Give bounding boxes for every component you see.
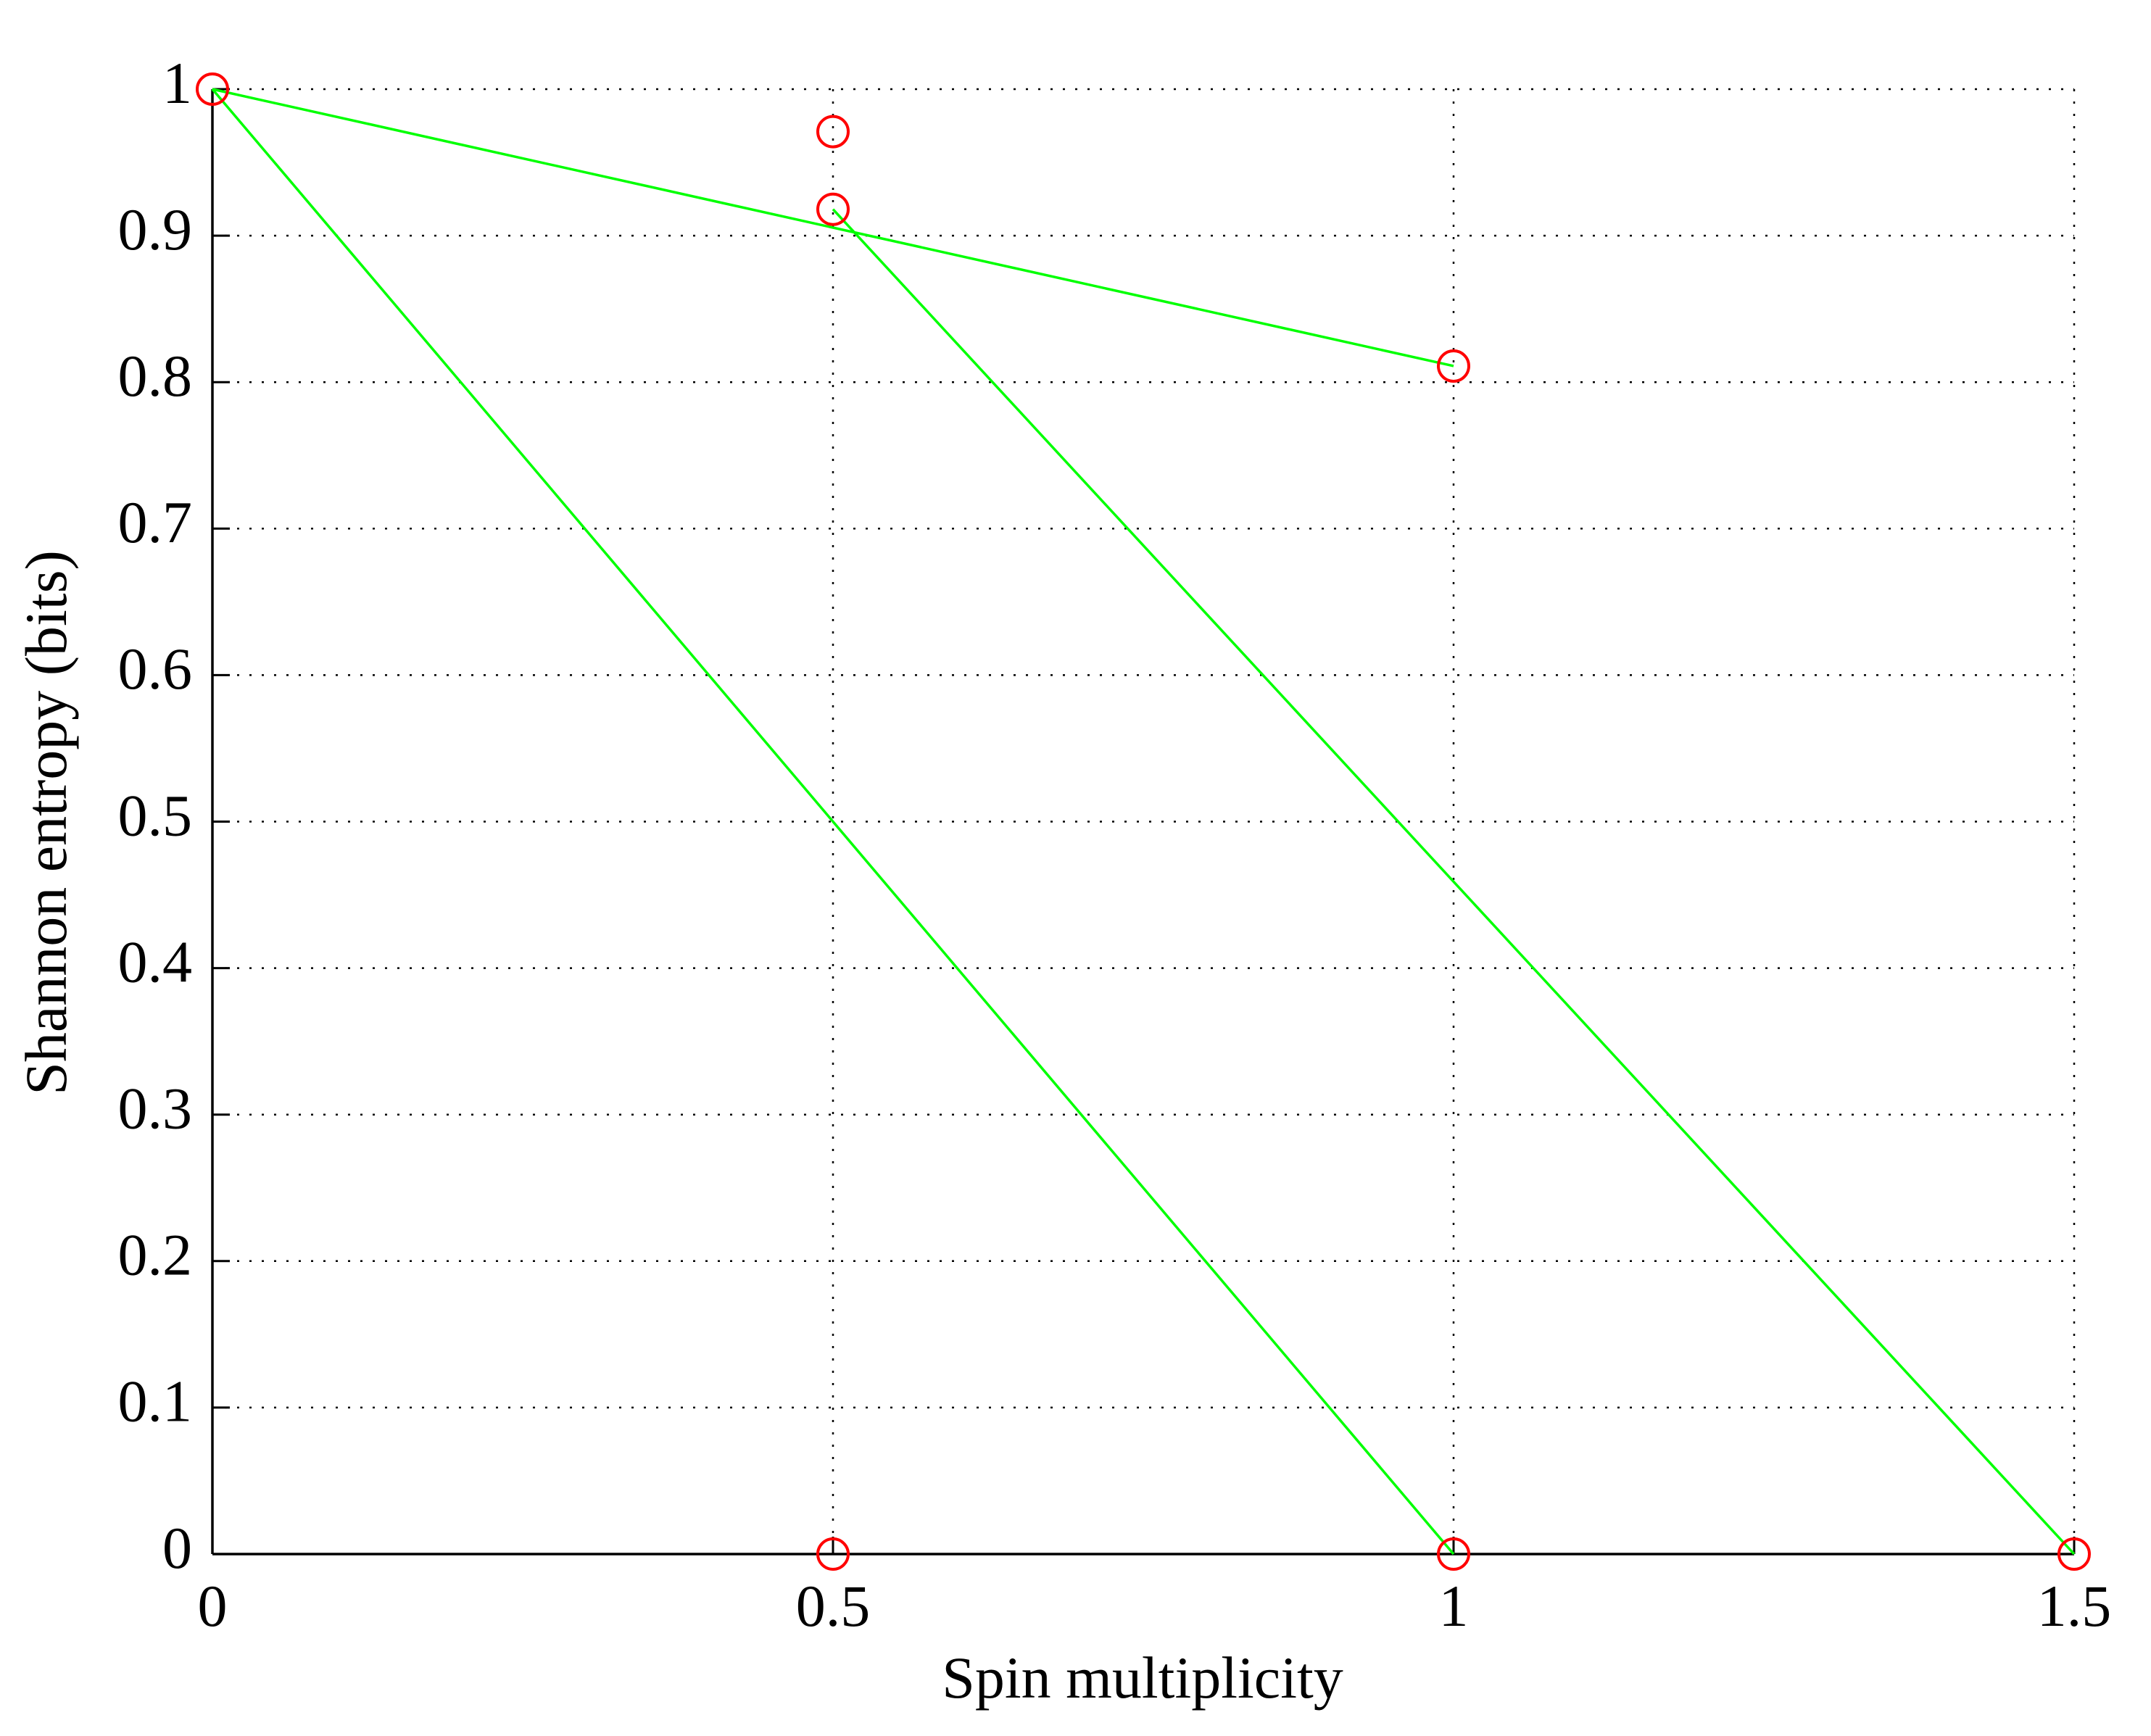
y-tick-label: 0.2 [118, 1222, 193, 1288]
x-tick-label: 0.5 [796, 1573, 871, 1639]
x-tick-label: 1.5 [2037, 1573, 2112, 1639]
x-tick-label: 1 [1439, 1573, 1469, 1639]
y-tick-label: 0.8 [118, 343, 193, 409]
point [816, 115, 850, 149]
point [816, 1537, 850, 1571]
y-tick-label: 0.4 [118, 929, 193, 994]
point [196, 72, 229, 106]
line [832, 208, 2076, 1556]
y-tick-label: 0.7 [118, 489, 193, 555]
y-tick-label: 0.3 [118, 1076, 193, 1142]
point [1437, 1537, 1470, 1571]
y-tick-label: 0.1 [118, 1369, 193, 1434]
y-tick-label: 0.9 [118, 196, 193, 262]
y-axis-label: Shannon entropy (bits) [13, 550, 79, 1095]
y-tick-label: 0 [162, 1515, 192, 1581]
point [1437, 349, 1470, 383]
x-axis-label: Spin multiplicity [942, 1645, 1343, 1711]
point [816, 192, 850, 226]
line [212, 88, 1454, 367]
x-tick-label: 0 [198, 1573, 228, 1639]
line [211, 88, 1455, 1556]
y-tick-label: 1 [162, 50, 192, 116]
y-tick-label: 0.6 [118, 636, 193, 702]
point [2057, 1537, 2091, 1571]
y-tick-label: 0.5 [118, 782, 193, 848]
